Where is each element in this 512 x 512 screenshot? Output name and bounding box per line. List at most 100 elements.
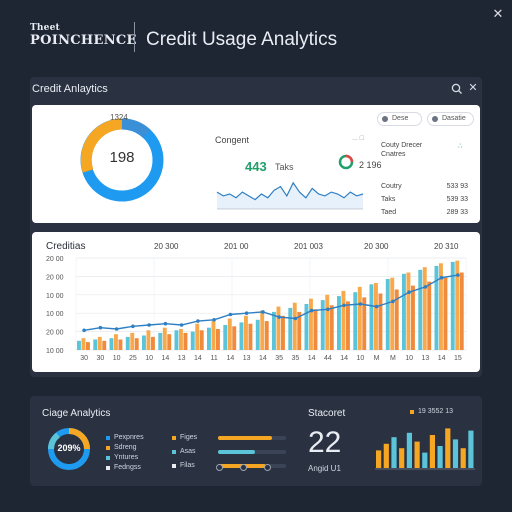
legend-label: Yntures xyxy=(114,454,139,461)
panel-close-icon[interactable]: ✕ xyxy=(468,82,478,94)
stat-label: Taks xyxy=(381,196,396,203)
x-tick-label: 30 xyxy=(80,355,88,362)
mini-bar xyxy=(391,437,397,468)
pager-dot[interactable] xyxy=(216,464,223,471)
chart-bar xyxy=(320,300,325,350)
brand-bottom-text: POINCHENCE xyxy=(30,33,137,48)
progress-fill xyxy=(218,450,256,454)
pager-dot[interactable] xyxy=(240,464,247,471)
chart-bar xyxy=(304,304,309,350)
x-tick-label: 14 xyxy=(194,355,202,362)
progress-track xyxy=(218,450,286,454)
mini-bar xyxy=(452,439,459,468)
x-tick-label: 14 xyxy=(259,355,267,362)
x-tick-label: 13 xyxy=(178,355,186,362)
legend-label: Asas xyxy=(180,448,196,455)
credits-bar-chart: 20 00 20 00 10 00 10 00 20 00 10 00 30 30 10 25 10… xyxy=(46,256,467,362)
chart-header-label: 201 003 xyxy=(294,242,323,251)
chart-bar xyxy=(97,336,102,350)
mini-bar xyxy=(445,428,451,468)
legend-swatch xyxy=(106,466,110,470)
stat-label: Coutry xyxy=(381,183,402,190)
chart-bar xyxy=(439,263,443,350)
search-icon[interactable] xyxy=(450,82,464,96)
mini-bar xyxy=(414,441,420,468)
trend-point xyxy=(196,319,200,323)
ring-icon xyxy=(338,154,354,170)
chart-bar xyxy=(297,311,302,350)
header-divider xyxy=(134,22,135,52)
chart-bar xyxy=(174,330,179,350)
spark-menu-icon[interactable]: ... □ xyxy=(352,135,365,142)
y-tick-label: 10 00 xyxy=(46,348,64,355)
chart-bar xyxy=(81,338,86,350)
chart-bar xyxy=(385,279,390,350)
trend-point xyxy=(277,315,281,319)
chart-header-label: 201 00 xyxy=(224,242,249,251)
chart-bar xyxy=(125,336,130,350)
chart-bar xyxy=(418,269,423,350)
chart-bar xyxy=(346,301,350,350)
app-header: Theet POINCHENCE Credit Usage Analytics … xyxy=(0,0,512,70)
donut-ring-tertiary xyxy=(121,118,151,139)
sparkline-area xyxy=(217,182,363,209)
panel-title: Credit Anlaytics xyxy=(32,83,108,95)
chart-bar xyxy=(134,338,139,350)
chart-bar xyxy=(434,265,439,350)
mini-bar xyxy=(460,448,466,468)
chart-bar xyxy=(86,342,90,350)
chart-bar xyxy=(239,322,244,350)
x-tick-label: 10 xyxy=(357,355,365,362)
chart-bar xyxy=(459,272,464,350)
chart-bar xyxy=(362,297,367,350)
trend-point xyxy=(131,324,135,329)
y-tick-label: 20 00 xyxy=(46,330,64,337)
trend-point xyxy=(293,316,298,321)
mini-bar xyxy=(437,446,443,468)
legend-swatch xyxy=(410,410,414,414)
legend-label: Figes xyxy=(180,434,198,441)
legend-label: Pexpnres xyxy=(114,434,144,441)
chart-bar xyxy=(183,332,188,350)
side-header-sub: Cnatres xyxy=(381,151,406,158)
x-tick-label: 14 xyxy=(162,355,170,362)
y-tick-label: 20 00 xyxy=(46,256,64,263)
chart-bar xyxy=(260,310,265,350)
legend-label: Filas xyxy=(180,462,195,469)
summary-card: 198 1324 Congent ... □ 443 Taks 2 196 De… xyxy=(32,105,480,223)
usage-title: Ciage Analytics xyxy=(42,408,111,419)
chart-bar xyxy=(378,293,383,350)
window-close-icon[interactable]: ✕ xyxy=(492,6,504,21)
legend-item: Sdreng xyxy=(106,444,137,451)
data-source-pill[interactable]: Dasatie xyxy=(427,112,474,126)
donut-top-label: 1324 xyxy=(110,113,128,122)
trend-point xyxy=(261,310,265,314)
trend-point xyxy=(342,303,346,308)
trend-point xyxy=(228,312,233,317)
date-filter-pill[interactable]: Dese xyxy=(377,112,422,126)
chart-bar xyxy=(190,331,195,350)
pager-dot[interactable] xyxy=(264,464,271,471)
chart-bar xyxy=(223,325,228,350)
legend-label: Fedngss xyxy=(114,464,141,471)
ring-value: 2 196 xyxy=(359,160,382,170)
x-tick-label: 10 xyxy=(113,355,121,362)
trend-point xyxy=(407,290,411,294)
usage-donut-value: 209% xyxy=(57,443,81,453)
chart-bar xyxy=(264,321,269,350)
chart-bar xyxy=(309,298,313,350)
chart-bar xyxy=(195,323,200,350)
chart-bar xyxy=(211,321,216,350)
chart-bar xyxy=(455,260,460,350)
chart-bar xyxy=(394,289,399,350)
side-header-badge: ∴ xyxy=(458,143,463,150)
pill-label: Dasatie xyxy=(442,115,466,122)
progress-fill xyxy=(218,436,273,440)
legend-swatch xyxy=(172,436,176,440)
x-tick-label: 15 xyxy=(454,355,462,362)
chart-bar xyxy=(427,281,432,350)
chart-bar xyxy=(232,326,237,350)
credit-analytics-panel: Credit Anlaytics ✕ 198 1324 Congent ... … xyxy=(30,77,482,377)
x-tick-label: 14 xyxy=(438,355,446,362)
chart-bar xyxy=(390,277,395,350)
